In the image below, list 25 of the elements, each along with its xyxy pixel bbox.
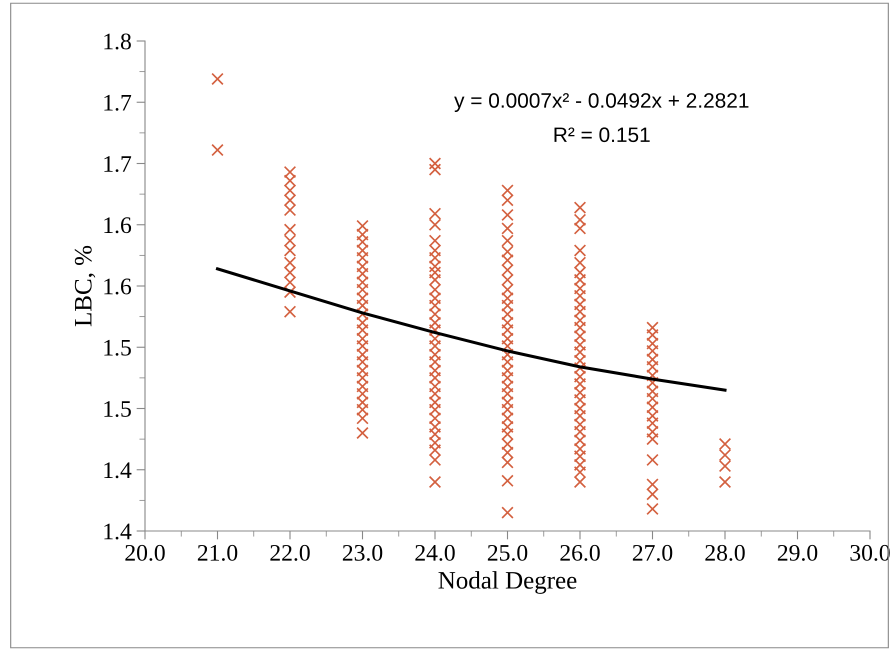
y-tick-label: 1.7 [104,156,132,172]
x-tick-label: 20.0 [125,544,165,561]
y-tick-label: 1.6 [104,278,132,295]
x-tick-label: 30.0 [850,544,890,561]
x-tick-label: 28.0 [705,544,745,561]
annotation: y = 0.0007x² - 0.0492x + 2.2821 [454,93,748,112]
y-axis-title: LBC, % [74,246,96,326]
x-tick-label: 29.0 [778,544,818,561]
x-tick-label: 26.0 [560,544,600,561]
y-tick-label: 1.4 [104,462,132,478]
line-series [216,267,727,392]
y-tick-label: 1.6 [104,217,132,234]
y-tick-label: 1.4 [104,524,132,540]
y-tick-label: 1.5 [104,340,131,356]
x-tick-label: 22.0 [270,544,310,561]
x-tick-label: 23.0 [342,544,382,561]
x-tick-label: 25.0 [488,544,528,561]
y-tick-label: 1.5 [104,401,131,418]
y-tick-label: 1.7 [104,94,132,111]
annotation: R² = 0.151 [554,127,650,142]
x-axis-title: Nodal Degree [438,571,576,594]
x-tick-label: 24.0 [415,544,455,561]
y-tick-label: 1.8 [104,33,131,50]
x-tick-label: 21.0 [198,544,238,561]
x-tick-label: 27.0 [632,544,672,561]
